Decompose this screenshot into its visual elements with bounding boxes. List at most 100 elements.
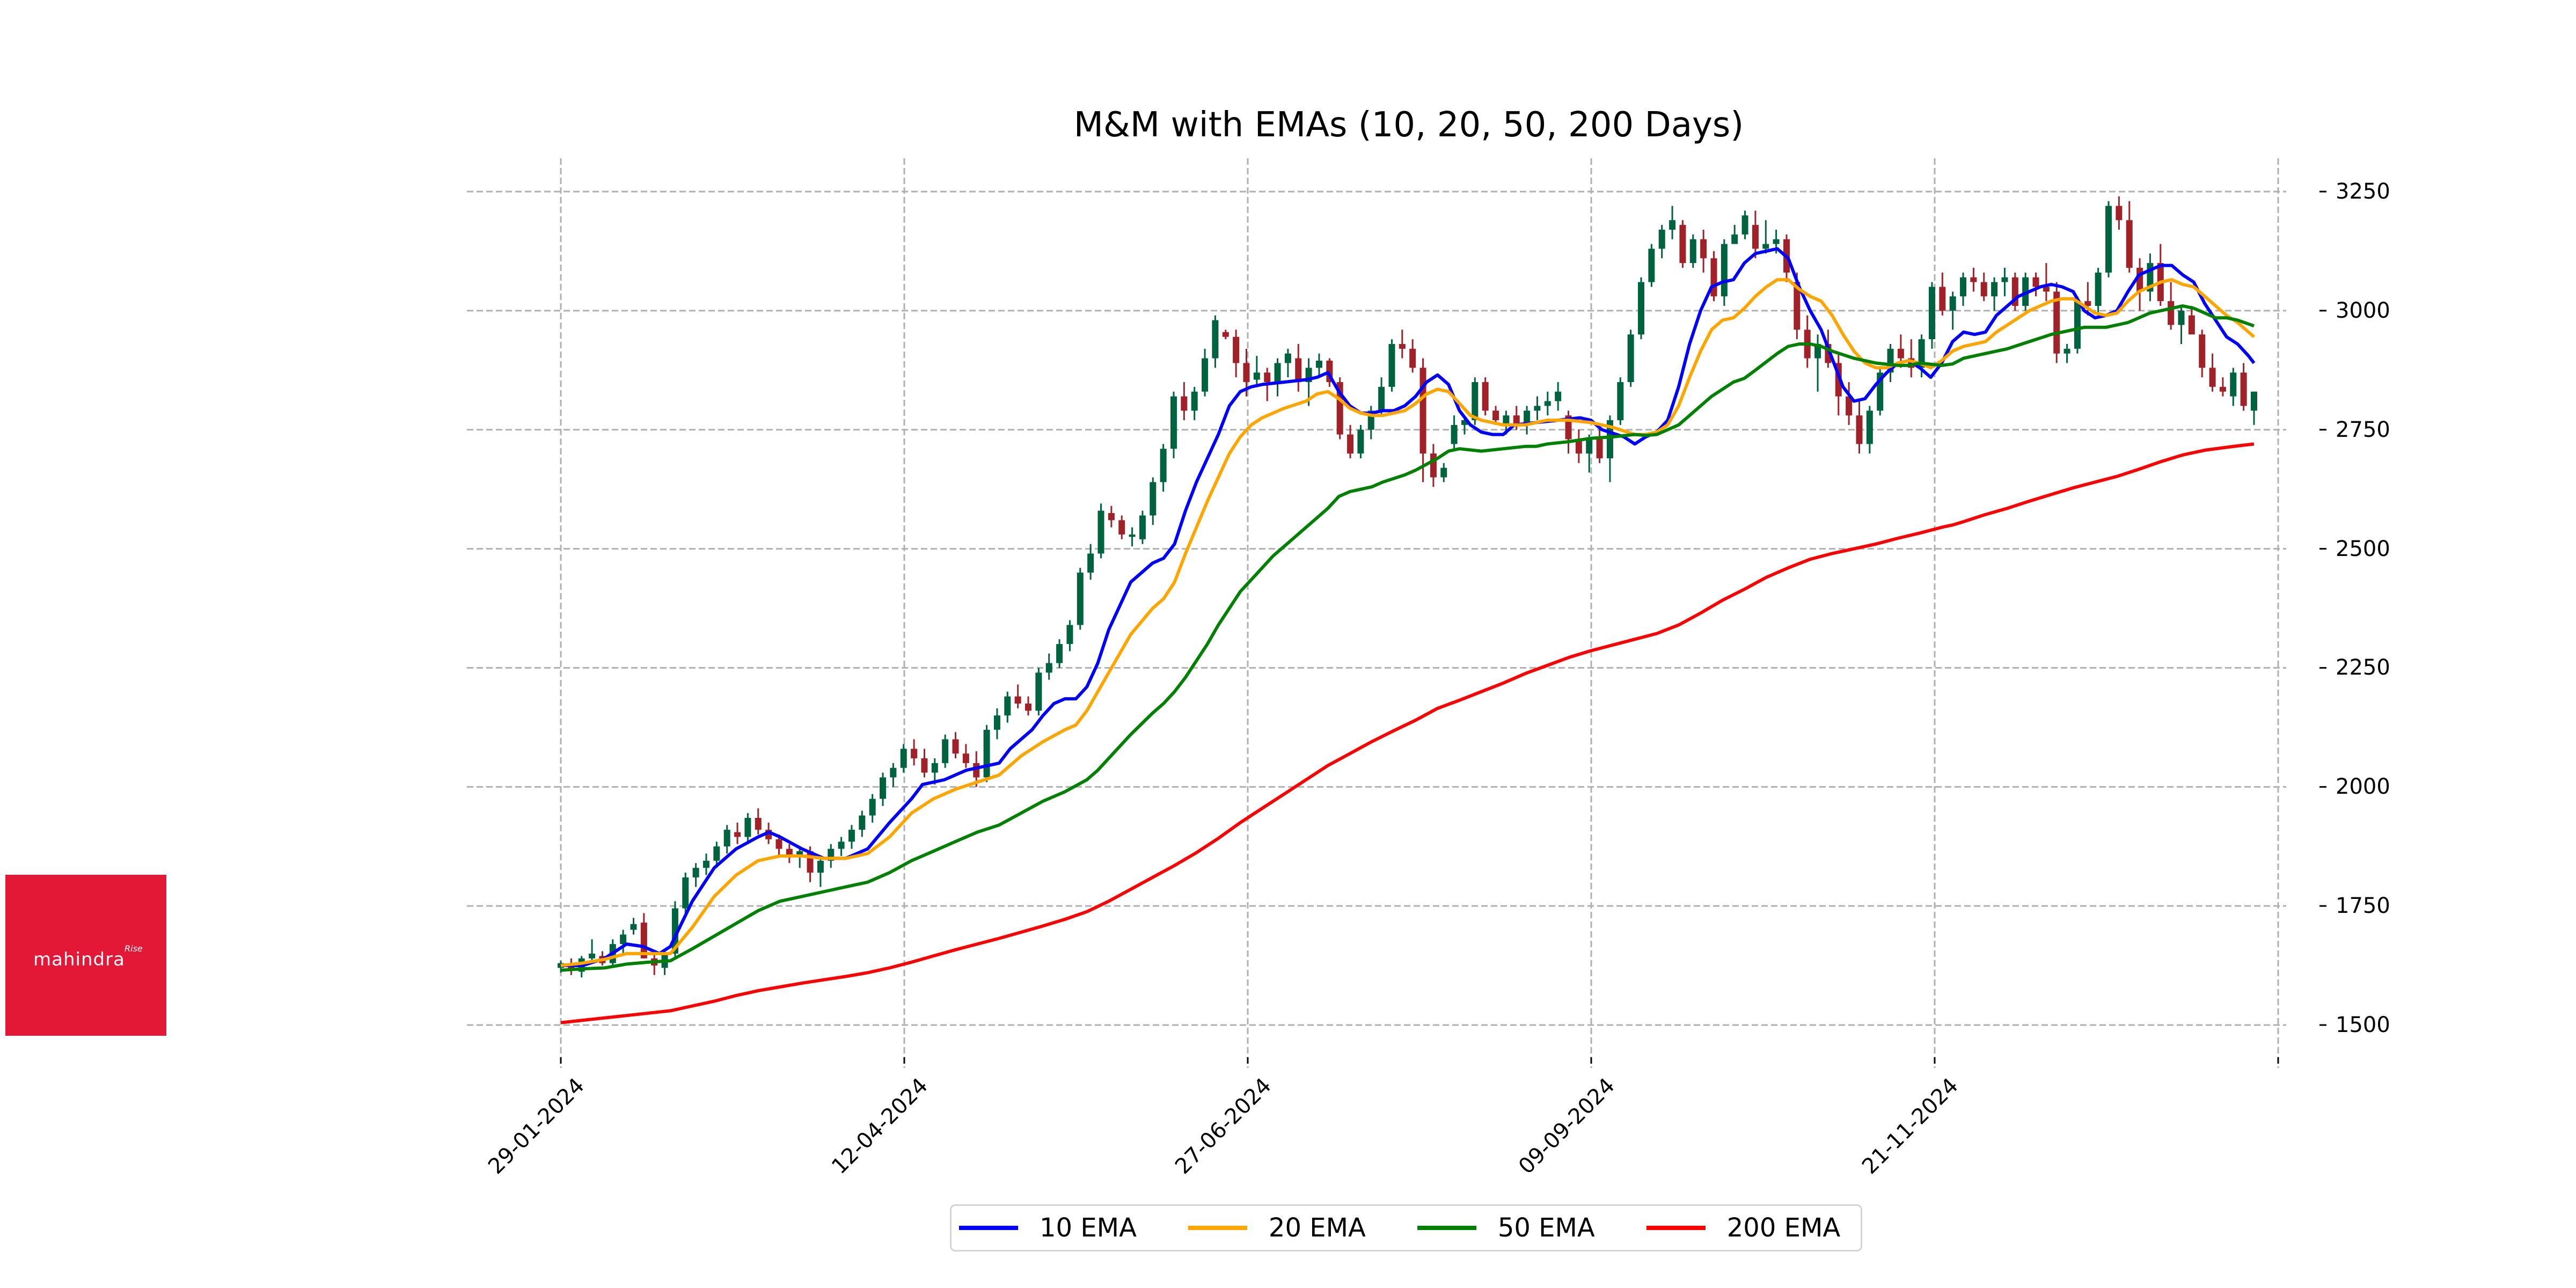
candle-up (1077, 568, 1084, 630)
candle-down (1679, 220, 1686, 268)
y-tick-label: 1750 (2336, 894, 2390, 919)
candle-down (1409, 339, 1416, 373)
candle-up (682, 873, 689, 918)
candle-down (755, 808, 762, 835)
legend-item-ema50: 50 EMA (1417, 1213, 1595, 1243)
candle-up (1378, 377, 1385, 416)
candle-down (2032, 272, 2039, 297)
candle-up (2105, 201, 2112, 277)
candle-up (1721, 239, 1728, 306)
candle-up (942, 734, 949, 768)
candle-up (1129, 527, 1136, 547)
candle-up (1202, 348, 1209, 397)
candle-up (1689, 234, 1696, 268)
ema50-swatch-icon (1417, 1226, 1476, 1230)
candle-down (1482, 377, 1489, 416)
legend-label: 20 EMA (1268, 1213, 1366, 1243)
candle-down (1295, 343, 1302, 392)
candle-down (651, 953, 658, 975)
candle-up (848, 825, 855, 849)
candle-up (1949, 291, 1956, 330)
candle-up (1440, 463, 1447, 482)
ema20-swatch-icon (1188, 1226, 1247, 1230)
candle-down (734, 822, 741, 844)
candle-up (723, 825, 730, 854)
y-tick-label: 2750 (2336, 417, 2390, 442)
candle-up (983, 724, 990, 782)
candle-down (1118, 515, 1125, 539)
legend-item-ema10: 10 EMA (959, 1213, 1137, 1243)
candle-up (1762, 220, 1769, 254)
ema200-swatch-icon (1646, 1226, 1706, 1230)
candle-down (2116, 196, 2123, 230)
candle-up (869, 794, 876, 823)
candle-up (1035, 668, 1042, 716)
candle-up (1253, 356, 1260, 387)
legend-item-ema200: 200 EMA (1646, 1213, 1840, 1243)
candle-down (1710, 251, 1717, 302)
candle-up (702, 853, 709, 875)
candle-up (1274, 358, 1281, 397)
logo-wordmark: mahindra (33, 949, 125, 970)
candle-down (2168, 282, 2175, 330)
candle-up (630, 918, 637, 935)
candle-down (2053, 282, 2060, 363)
candle-up (1814, 334, 1821, 392)
candle-down (2209, 353, 2216, 392)
candle-up (993, 708, 1000, 740)
candle-up (1357, 425, 1364, 458)
chart-legend: 10 EMA 20 EMA 50 EMA 200 EMA (950, 1204, 1862, 1252)
y-tick-label: 2000 (2336, 774, 2390, 800)
candle-up (890, 763, 897, 787)
candle-up (1617, 377, 1624, 425)
candle-up (620, 930, 627, 954)
candle-down (1980, 272, 1987, 302)
gridlines (467, 158, 2286, 1068)
mahindra-logo: mahindra Rise (5, 875, 166, 1036)
candle-up (1555, 382, 1562, 411)
candle-down (1908, 339, 1915, 378)
candle-down (962, 744, 969, 768)
candle-up (1544, 391, 1551, 416)
candle-up (1056, 639, 1063, 668)
candle-down (1347, 425, 1354, 458)
candle-down (1025, 696, 1032, 716)
candle-down (1970, 267, 1977, 292)
candle-down (2219, 377, 2226, 397)
legend-label: 200 EMA (1726, 1213, 1841, 1243)
candle-up (1191, 386, 1198, 420)
candle-up (1004, 691, 1011, 723)
candle-up (1638, 277, 1645, 340)
candle-up (2001, 267, 2008, 297)
legend-label: 50 EMA (1497, 1213, 1595, 1243)
candle-up (2074, 296, 2081, 354)
y-tick-label: 3000 (2336, 298, 2390, 323)
logo-superscript: Rise (125, 943, 143, 954)
legend-label: 10 EMA (1040, 1213, 1137, 1243)
candle-up (931, 758, 938, 785)
candle-up (2095, 267, 2102, 316)
candle-down (911, 739, 918, 766)
candle-up (1960, 272, 1967, 306)
candle-up (1367, 406, 1374, 440)
candle-down (1575, 429, 1582, 463)
ema10-swatch-icon (959, 1226, 1018, 1230)
candle-down (1565, 411, 1572, 454)
candle-up (1150, 477, 1157, 525)
candle-up (1627, 330, 1634, 387)
candle-up (1586, 434, 1593, 473)
candle-down (2199, 330, 2206, 378)
candle-down (2188, 305, 2195, 335)
candle-down (1700, 229, 1707, 273)
candle-down (1856, 401, 1863, 454)
candle-down (2043, 263, 2050, 302)
candle-up (859, 810, 866, 837)
candle-down (952, 732, 959, 759)
candle-up (692, 863, 699, 887)
candle-up (713, 841, 720, 868)
candle-down (1596, 425, 1603, 463)
candle-up (828, 844, 835, 868)
legend-item-ema20: 20 EMA (1188, 1213, 1366, 1243)
candle-down (2011, 272, 2018, 311)
candle-up (1877, 368, 1884, 416)
